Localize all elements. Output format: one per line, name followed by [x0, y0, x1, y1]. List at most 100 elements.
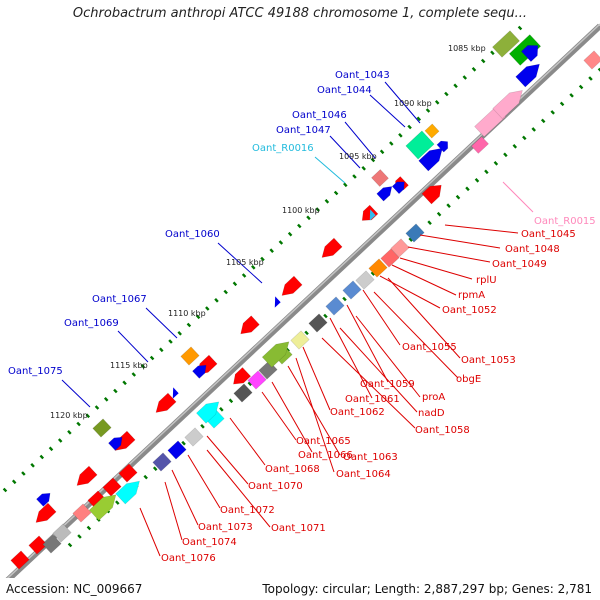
gene-feature-outer	[391, 181, 405, 195]
gene-label[interactable]: Oant_1058	[415, 425, 470, 436]
outer-tick	[39, 454, 45, 460]
gene-label[interactable]: Oant_1060	[165, 229, 220, 240]
gene-label[interactable]: Oant_1047	[276, 125, 331, 136]
gene-label[interactable]: Oant_R0016	[252, 143, 314, 154]
gene-feature-outer	[274, 296, 281, 308]
gene-label[interactable]: Oant_1055	[402, 342, 457, 353]
gene-feature-upper	[155, 392, 177, 413]
gene-feature-lower	[355, 270, 375, 290]
outer-tick	[94, 405, 100, 410]
gene-label[interactable]: Oant_1066	[298, 450, 353, 461]
gene-label[interactable]: obgE	[456, 374, 481, 385]
leader-line	[399, 257, 473, 280]
outer-tick	[278, 240, 284, 245]
gene-label[interactable]: Oant_1062	[330, 407, 385, 418]
gene-features	[10, 30, 600, 570]
outer-tick	[352, 174, 357, 179]
gene-feature-lower	[10, 550, 30, 570]
leader-line	[329, 135, 361, 169]
outer-tick	[462, 75, 468, 80]
gene-label[interactable]: Oant_1075	[8, 366, 63, 377]
gene-feature-lower	[184, 427, 204, 447]
outer-tick	[517, 25, 523, 31]
inner-tick	[465, 186, 470, 192]
gene-label[interactable]: Oant_1053	[461, 355, 516, 366]
gene-feature-outer	[424, 123, 440, 139]
gene-label[interactable]: Oant_1059	[360, 379, 415, 390]
leader-line	[444, 224, 519, 234]
leader-line	[419, 234, 501, 249]
leader-line	[229, 417, 266, 466]
leader-line	[329, 317, 373, 399]
leader-line	[117, 330, 149, 363]
inner-tick	[323, 313, 328, 319]
outer-tick	[76, 421, 81, 427]
gene-label[interactable]: Oant_1046	[292, 110, 347, 121]
gene-feature-outer	[108, 436, 123, 451]
gene-label[interactable]: Oant_1071	[271, 523, 326, 534]
outer-tick	[287, 231, 293, 237]
gene-feature-lower	[233, 367, 252, 385]
leader-line	[379, 275, 441, 309]
gene-label[interactable]: Oant_1068	[265, 464, 320, 475]
scale-label: 1120 kbp	[50, 411, 88, 420]
gene-label[interactable]: Oant_1043	[335, 70, 390, 81]
gene-feature-outer	[405, 130, 435, 160]
gene-label[interactable]: Oant_1067	[92, 294, 147, 305]
topology-text: Topology: circular; Length: 2,887,297 bp…	[262, 582, 592, 596]
scale-label: 1100 kbp	[282, 206, 320, 215]
gene-feature-outer	[36, 492, 51, 507]
outer-tick	[131, 372, 137, 377]
outer-tick	[149, 355, 155, 361]
leader-line	[407, 246, 491, 263]
gene-feature-lower	[405, 223, 425, 243]
gene-label[interactable]: nadD	[418, 408, 445, 419]
outer-tick	[416, 116, 422, 122]
inner-tick	[588, 76, 593, 81]
inner-tick	[370, 271, 376, 276]
outer-tick	[343, 182, 348, 188]
gene-feature-upper	[281, 275, 303, 296]
inner-tick	[67, 542, 73, 548]
outer-tick	[260, 256, 265, 262]
outer-tick	[122, 380, 127, 386]
leader-line	[355, 315, 421, 398]
inner-tick	[143, 474, 148, 480]
inner-tick	[550, 110, 555, 115]
gene-feature-lower	[261, 341, 290, 368]
outer-tick	[251, 265, 256, 270]
gene-label[interactable]: rpmA	[458, 290, 485, 301]
gene-label[interactable]: Oant_1044	[317, 85, 372, 96]
outer-tick	[223, 289, 228, 295]
gene-label[interactable]: Oant_1065	[296, 436, 351, 447]
gene-label[interactable]: Oant_1063	[343, 452, 398, 463]
gene-label[interactable]: Oant_1048	[505, 244, 560, 255]
outer-tick	[159, 347, 164, 353]
gene-label[interactable]: Oant_1061	[345, 394, 400, 405]
gene-label[interactable]: Oant_1074	[182, 537, 237, 548]
gene-label[interactable]: Oant_1076	[161, 553, 216, 564]
gene-feature-lower	[115, 480, 140, 505]
gene-label[interactable]: Oant_1070	[248, 481, 303, 492]
gene-label[interactable]: Oant_1049	[492, 259, 547, 270]
outer-tick	[471, 67, 477, 72]
gene-label[interactable]: Oant_R0015	[534, 216, 596, 227]
inner-tick	[455, 194, 461, 200]
gene-label[interactable]: Oant_1052	[442, 305, 497, 316]
outer-tick	[444, 91, 449, 97]
gene-label[interactable]: rplU	[476, 275, 497, 286]
gene-feature-lower	[380, 248, 400, 268]
gene-feature-lower	[52, 523, 72, 543]
inner-tick	[512, 144, 518, 149]
inner-tick	[540, 118, 546, 124]
gene-label[interactable]: Oant_1073	[198, 522, 253, 533]
gene-label[interactable]: Oant_1045	[521, 229, 576, 240]
gene-label[interactable]: Oant_1072	[220, 505, 275, 516]
gene-label[interactable]: Oant_1064	[336, 469, 391, 480]
inner-tick	[408, 237, 413, 242]
gene-label[interactable]: proA	[422, 392, 445, 403]
leader-line	[384, 81, 421, 124]
gene-feature-lower	[42, 534, 62, 554]
gene-label[interactable]: Oant_1069	[64, 318, 119, 329]
gene-feature-lower	[390, 238, 410, 258]
